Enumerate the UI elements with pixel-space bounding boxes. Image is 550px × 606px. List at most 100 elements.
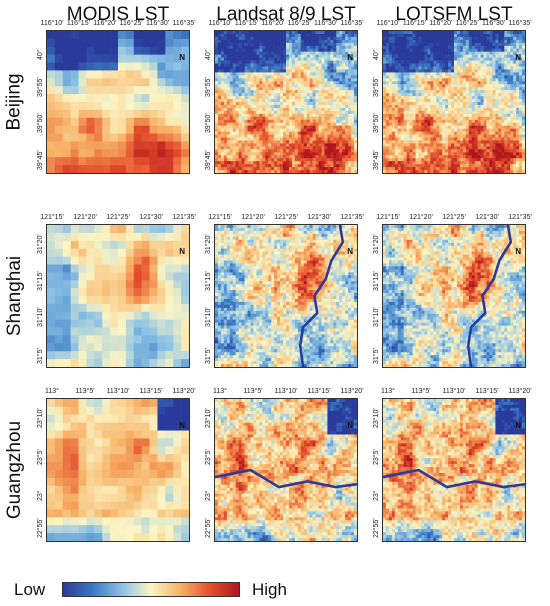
row-title-shanghai: Shanghai: [2, 224, 28, 368]
lon-tick-label: 116°15': [234, 20, 258, 27]
lat-tick-label: 39°45': [373, 150, 380, 170]
lon-tick-label: 113°15': [475, 388, 499, 395]
lat-tick-label: 40°: [373, 49, 380, 60]
lat-tick-label: 23°5': [37, 448, 44, 465]
lst-raster: [215, 225, 357, 367]
lat-tick-label: 40°: [205, 49, 212, 60]
lat-tick-label: 31°15': [37, 270, 44, 291]
lat-tick-label: 31°5': [37, 348, 44, 364]
lat-tick-label: 23°10': [373, 408, 380, 428]
lat-tick-label: 23°: [373, 490, 380, 502]
lat-tick-label: 39°45': [205, 150, 212, 170]
lst-map-shanghai-lotsfm: N: [382, 224, 526, 368]
lst-map-shanghai-landsat: N: [214, 224, 358, 368]
lst-raster: [383, 399, 525, 541]
lst-map-guangzhou-lotsfm: N: [382, 398, 526, 542]
legend-color-bar: [62, 582, 240, 597]
lon-tick-label: 121°15': [208, 214, 232, 221]
lat-tick-label: 39°55': [37, 76, 44, 97]
lon-tick-label: 113°: [213, 388, 227, 395]
lon-tick-label: 113°20': [172, 388, 196, 395]
lon-tick-label: 121°15': [40, 214, 64, 221]
lat-tick-label: 31°15': [373, 270, 380, 291]
lat-tick-label: 39°50': [37, 113, 44, 134]
lat-tick-label: 22°55': [37, 518, 44, 538]
north-arrow-icon: N: [347, 421, 353, 430]
lst-map-guangzhou-modis: N: [46, 398, 190, 542]
column-title-landsat: Landsat 8/9 LST: [216, 4, 356, 25]
north-arrow-icon: N: [347, 53, 353, 62]
lon-tick-label: 121°30': [475, 214, 499, 221]
lat-tick-label: 31°10': [205, 307, 212, 328]
lat-tick-label: 31°20': [205, 234, 212, 254]
lon-tick-label: 113°5': [75, 388, 95, 395]
legend-low-label: Low: [14, 580, 46, 599]
north-arrow-icon: N: [179, 421, 185, 430]
lat-tick-label: 31°20': [37, 234, 44, 254]
lon-tick-label: 121°20': [241, 214, 265, 221]
row-title-text: Shanghai: [4, 255, 26, 337]
row-title-text: Beijing: [4, 73, 26, 131]
lon-tick-label: 116°25': [455, 20, 479, 27]
lat-tick-label: 31°10': [373, 307, 380, 328]
lon-tick-label: 113°5': [243, 388, 263, 395]
lst-map-beijing-landsat: N: [214, 30, 358, 174]
lst-map-beijing-modis: N: [46, 30, 190, 174]
lon-tick-label: 121°25': [442, 214, 466, 221]
lat-tick-label: 23°10': [37, 408, 44, 428]
lon-tick-label: 121°25': [106, 214, 130, 221]
north-arrow-icon: N: [347, 247, 353, 256]
lst-map-shanghai-modis: N: [46, 224, 190, 368]
lon-tick-label: 113°20': [508, 388, 532, 395]
north-arrow-icon: N: [179, 53, 185, 62]
lon-tick-label: 113°20': [340, 388, 364, 395]
lon-tick-label: 113°10': [442, 388, 466, 395]
lat-tick-label: 39°50': [205, 113, 212, 134]
lon-tick-label: 116°25': [287, 20, 311, 27]
lat-tick-label: 23°: [205, 490, 212, 502]
lat-tick-label: 22°55': [205, 518, 212, 538]
lon-tick-label: 116°15': [402, 20, 426, 27]
lon-tick-label: 113°10': [106, 388, 130, 395]
north-arrow-icon: N: [515, 421, 521, 430]
lon-tick-label: 121°20': [409, 214, 433, 221]
lon-tick-label: 116°25': [119, 20, 143, 27]
lst-map-guangzhou-landsat: N: [214, 398, 358, 542]
row-title-beijing: Beijing: [2, 30, 28, 174]
lon-tick-label: 116°35': [172, 20, 196, 27]
lon-tick-label: 116°30': [314, 20, 338, 27]
lst-raster: [47, 31, 189, 173]
lon-tick-label: 121°35': [508, 214, 532, 221]
lon-tick-label: 113°15': [307, 388, 331, 395]
lst-raster: [383, 225, 525, 367]
lst-map-beijing-lotsfm: N: [382, 30, 526, 174]
lst-raster: [383, 31, 525, 173]
lat-tick-label: 39°45': [37, 150, 44, 170]
lon-tick-label: 116°20': [429, 20, 453, 27]
lon-tick-label: 121°30': [307, 214, 331, 221]
lon-tick-label: 121°15': [376, 214, 400, 221]
lon-tick-label: 113°15': [139, 388, 163, 395]
lat-tick-label: 40°: [37, 49, 44, 60]
lat-tick-label: 31°15': [205, 270, 212, 291]
north-arrow-icon: N: [515, 53, 521, 62]
lat-tick-label: 31°5': [205, 348, 212, 364]
lat-tick-label: 23°: [37, 490, 44, 502]
lon-tick-label: 121°25': [274, 214, 298, 221]
lon-tick-label: 113°10': [274, 388, 298, 395]
lon-tick-label: 116°10': [376, 20, 400, 27]
lat-tick-label: 23°5': [373, 448, 380, 465]
lon-tick-label: 116°30': [146, 20, 170, 27]
lat-tick-label: 39°50': [373, 113, 380, 134]
lat-tick-label: 31°10': [37, 307, 44, 328]
lon-tick-label: 116°20': [261, 20, 285, 27]
lst-raster: [47, 225, 189, 367]
north-arrow-icon: N: [515, 247, 521, 256]
lat-tick-label: 39°55': [373, 76, 380, 97]
row-title-text: Guangzhou: [4, 420, 25, 520]
lon-tick-label: 121°30': [139, 214, 163, 221]
lon-tick-label: 121°20': [73, 214, 97, 221]
column-title-lotsfm: LOTSFM LST: [395, 4, 513, 25]
lst-raster: [215, 399, 357, 541]
lat-tick-label: 23°10': [205, 408, 212, 428]
